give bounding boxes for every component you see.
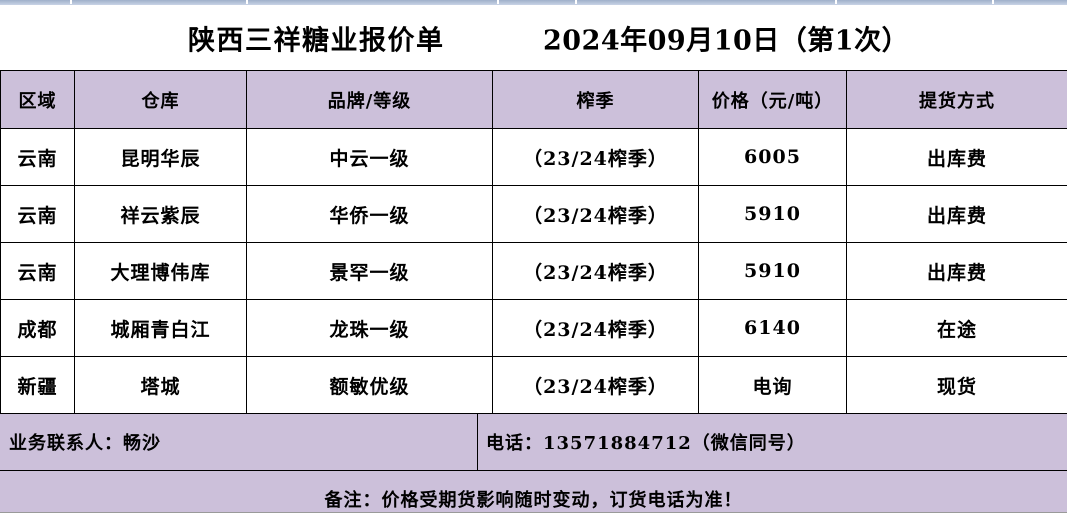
window-top-grid-strip xyxy=(0,0,1067,5)
table-row: 成都 城厢青白江 龙珠一级 （23/24榨季） 6140 在途 xyxy=(0,299,1067,357)
title-bar: 陕西三祥糖业报价单 2024年09月10日（第1次） xyxy=(0,5,1067,70)
grid-notch xyxy=(497,0,499,4)
col-header-season: 榨季 xyxy=(492,70,699,129)
grid-notch xyxy=(992,0,994,4)
contact-person: 业务联系人：畅沙 xyxy=(0,414,478,470)
grid-notch xyxy=(246,0,248,4)
cell-price: 5910 xyxy=(698,185,847,243)
cell-warehouse: 昆明华辰 xyxy=(74,128,247,186)
price-table: 区域 仓库 品牌/等级 榨季 价格（元/吨） 提货方式 云南 昆明华辰 中云一级… xyxy=(0,70,1067,414)
cell-region: 云南 xyxy=(0,242,75,300)
cell-warehouse: 祥云紫辰 xyxy=(74,185,247,243)
cell-warehouse: 大理博伟库 xyxy=(74,242,247,300)
table-row: 云南 祥云紫辰 华侨一级 （23/24榨季） 5910 出库费 xyxy=(0,185,1067,243)
cell-season: （23/24榨季） xyxy=(492,299,699,357)
col-header-price: 价格（元/吨） xyxy=(698,70,847,129)
cell-warehouse: 城厢青白江 xyxy=(74,299,247,357)
cell-season: （23/24榨季） xyxy=(492,356,699,414)
col-header-pickup: 提货方式 xyxy=(846,70,1067,129)
col-header-region: 区域 xyxy=(0,70,75,129)
cell-region: 新疆 xyxy=(0,356,75,414)
remark-row: 备注：价格受期货影响随时变动，订货电话为准！ xyxy=(0,470,1067,513)
header-row: 区域 仓库 品牌/等级 榨季 价格（元/吨） 提货方式 xyxy=(0,70,1067,129)
cell-season: （23/24榨季） xyxy=(492,242,699,300)
table-row: 新疆 塔城 额敏优级 （23/24榨季） 电询 现货 xyxy=(0,356,1067,414)
cell-region: 云南 xyxy=(0,185,75,243)
cell-season: （23/24榨季） xyxy=(492,128,699,186)
cell-price: 6005 xyxy=(698,128,847,186)
cell-pickup: 出库费 xyxy=(846,185,1067,243)
cell-pickup: 在途 xyxy=(846,299,1067,357)
cell-pickup: 出库费 xyxy=(846,128,1067,186)
cell-brand: 额敏优级 xyxy=(246,356,493,414)
col-header-brand-grade: 品牌/等级 xyxy=(246,70,493,129)
cell-price: 6140 xyxy=(698,299,847,357)
cell-season: （23/24榨季） xyxy=(492,185,699,243)
contact-row: 业务联系人：畅沙 电话：13571884712（微信同号） xyxy=(0,413,1067,470)
cell-brand: 龙珠一级 xyxy=(246,299,493,357)
cell-pickup: 出库费 xyxy=(846,242,1067,300)
cell-region: 成都 xyxy=(0,299,75,357)
cell-brand: 中云一级 xyxy=(246,128,493,186)
cell-pickup: 现货 xyxy=(846,356,1067,414)
cell-brand: 景罕一级 xyxy=(246,242,493,300)
cell-price: 5910 xyxy=(698,242,847,300)
cell-brand: 华侨一级 xyxy=(246,185,493,243)
page-title: 陕西三祥糖业报价单 xyxy=(188,25,445,56)
col-header-warehouse: 仓库 xyxy=(74,70,247,129)
table-row: 云南 昆明华辰 中云一级 （23/24榨季） 6005 出库费 xyxy=(0,128,1067,186)
remark-text: 备注：价格受期货影响随时变动，订货电话为准！ xyxy=(324,490,743,511)
cell-warehouse: 塔城 xyxy=(74,356,247,414)
grid-notch xyxy=(835,0,837,4)
cell-region: 云南 xyxy=(0,128,75,186)
contact-phone: 电话：13571884712（微信同号） xyxy=(486,433,806,454)
table-row: 云南 大理博伟库 景罕一级 （23/24榨季） 5910 出库费 xyxy=(0,242,1067,300)
cell-price: 电询 xyxy=(698,356,847,414)
grid-notch xyxy=(575,0,577,4)
grid-notch xyxy=(70,0,72,4)
page-date: 2024年09月10日（第1次） xyxy=(543,25,910,56)
